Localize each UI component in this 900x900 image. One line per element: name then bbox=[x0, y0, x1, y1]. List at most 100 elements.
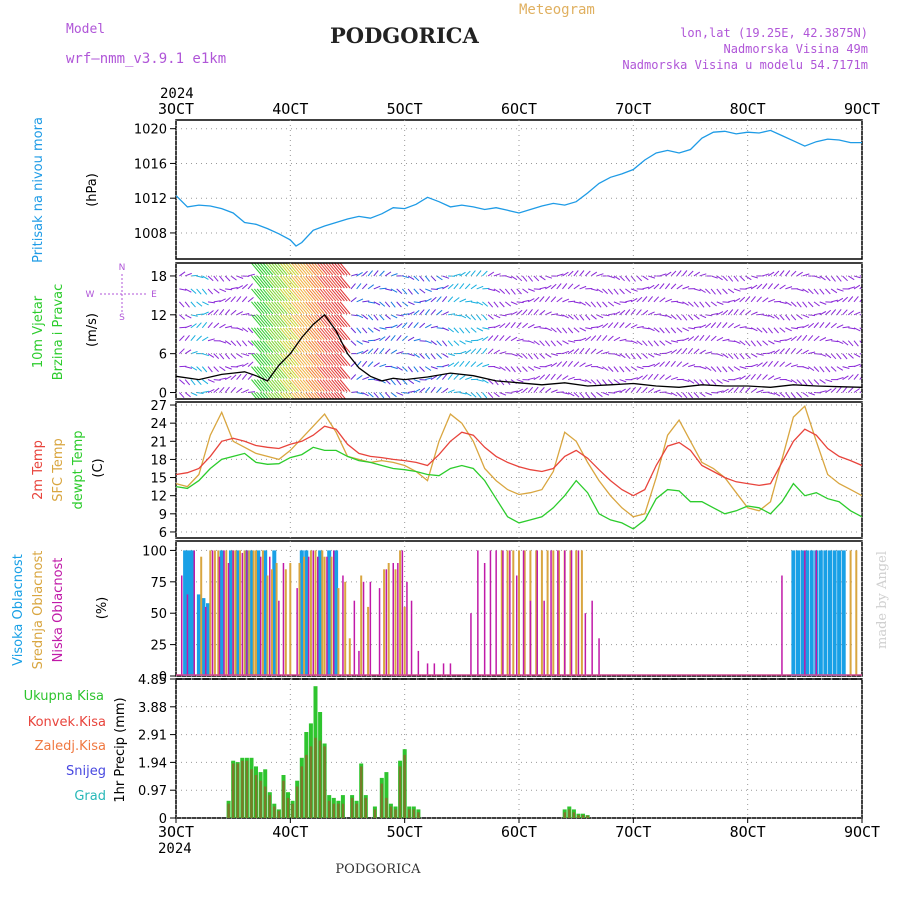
wind-barb bbox=[201, 366, 208, 373]
pressure-ytick-label: 1012 bbox=[134, 192, 167, 207]
wind-barb bbox=[396, 351, 404, 355]
wind-barb bbox=[499, 314, 507, 317]
cloud-bar bbox=[213, 550, 216, 676]
wind-barb bbox=[379, 314, 385, 321]
wind-barb bbox=[585, 379, 592, 384]
wind-barb bbox=[476, 337, 484, 342]
wind-barb bbox=[836, 297, 844, 303]
wind-barb bbox=[499, 323, 506, 329]
wind-barb bbox=[539, 387, 545, 393]
wind-barb bbox=[190, 323, 197, 329]
wind-barb-strong bbox=[331, 353, 342, 367]
wind-barb-strong bbox=[279, 379, 291, 392]
wind-barb-strong bbox=[276, 353, 288, 367]
wind-barb bbox=[556, 340, 563, 346]
wind-barb-strong bbox=[251, 314, 262, 328]
wind-barb-strong bbox=[282, 314, 294, 328]
wind-barb bbox=[619, 338, 627, 342]
wind-barb bbox=[476, 362, 483, 368]
cloud-bar bbox=[417, 650, 420, 676]
cloud-bar bbox=[278, 600, 280, 676]
wind-barb bbox=[704, 379, 711, 386]
wind-barb bbox=[436, 286, 444, 290]
wind-barb-strong bbox=[259, 288, 271, 302]
cloud-bar bbox=[318, 550, 323, 676]
wind-barb bbox=[791, 327, 799, 330]
wind-barb bbox=[619, 353, 626, 359]
wind-barb-strong bbox=[302, 340, 314, 354]
wind-barb bbox=[819, 337, 827, 342]
wind-barb-strong bbox=[339, 366, 351, 379]
wind-barb bbox=[522, 366, 528, 372]
wind-barb bbox=[785, 379, 793, 383]
wind-barb bbox=[590, 314, 597, 320]
wind-barb bbox=[384, 335, 391, 342]
cloud-bar bbox=[401, 550, 404, 676]
wind-barb bbox=[710, 366, 717, 372]
wind-barb bbox=[230, 287, 238, 290]
wind-barb-strong bbox=[305, 366, 317, 379]
wind-barb-strong bbox=[325, 379, 337, 392]
wind-barb bbox=[430, 366, 438, 370]
wind-barb bbox=[430, 288, 438, 290]
wind-barb-strong bbox=[308, 327, 319, 341]
compass-w: W bbox=[86, 290, 95, 300]
top-date-label: 4OCT bbox=[272, 100, 308, 118]
wind-barb bbox=[607, 301, 615, 307]
wind-barb bbox=[630, 340, 638, 344]
wind-barb-strong bbox=[331, 379, 342, 392]
wind-barb bbox=[190, 366, 198, 371]
wind-barb bbox=[608, 275, 616, 279]
wind-barb bbox=[367, 392, 374, 398]
wind-barb bbox=[522, 309, 528, 316]
cloud-ylabel-1: Visoka Oblacnost bbox=[11, 554, 26, 666]
wind-barb-strong bbox=[265, 263, 277, 276]
bottom-date-label: 6OCT bbox=[501, 823, 537, 841]
precip-bar bbox=[282, 780, 285, 818]
wind-barb bbox=[579, 285, 587, 290]
wind-barb-strong bbox=[311, 340, 322, 354]
wind-barb bbox=[733, 386, 739, 393]
wind-barb bbox=[733, 324, 741, 329]
wind-barb-strong bbox=[293, 288, 305, 302]
wind-unit: (m/s) bbox=[85, 313, 100, 347]
wind-barb-strong bbox=[285, 301, 297, 315]
cloud-bar bbox=[309, 550, 312, 676]
wind-barb bbox=[373, 270, 379, 277]
wind-barb bbox=[459, 350, 467, 355]
wind-barb-strong bbox=[336, 379, 348, 392]
wind-barb bbox=[630, 298, 638, 303]
temp-ytick-label: 27 bbox=[150, 399, 167, 414]
wind-barb bbox=[790, 301, 797, 307]
wind-barb-strong bbox=[331, 340, 342, 354]
wind-barb bbox=[716, 288, 722, 295]
wind-ylabel-2: Brzina i Pravac bbox=[51, 284, 66, 381]
wind-barb bbox=[642, 286, 650, 290]
precip-bar bbox=[309, 746, 313, 818]
wind-barb bbox=[859, 364, 862, 368]
wind-barb-strong bbox=[288, 379, 299, 392]
wind-barb bbox=[453, 340, 460, 346]
wind-barb bbox=[539, 286, 547, 290]
wind-barb-strong bbox=[311, 379, 322, 392]
wind-barb bbox=[413, 310, 420, 316]
wind-barb bbox=[396, 334, 402, 342]
wind-barb-strong bbox=[322, 301, 334, 315]
wind-barb-strong bbox=[279, 275, 291, 289]
temp-ytick-label: 6 bbox=[159, 526, 167, 541]
wind-barb bbox=[602, 314, 610, 317]
wind-barb bbox=[808, 392, 815, 396]
wind-barb bbox=[373, 285, 381, 290]
bottom-date-label: 7OCT bbox=[615, 823, 651, 841]
wind-barb bbox=[825, 338, 833, 342]
wind-barb-strong bbox=[273, 353, 285, 367]
wind-barb-strong bbox=[271, 275, 282, 289]
wind-barb bbox=[493, 392, 500, 398]
wind-barb bbox=[659, 391, 667, 394]
wind-barb-strong bbox=[311, 314, 322, 328]
cloud-bar bbox=[358, 650, 360, 676]
wind-barb bbox=[779, 284, 786, 290]
wind-barb bbox=[219, 377, 227, 381]
wind-barb bbox=[590, 288, 598, 292]
wind-barb bbox=[476, 327, 484, 332]
